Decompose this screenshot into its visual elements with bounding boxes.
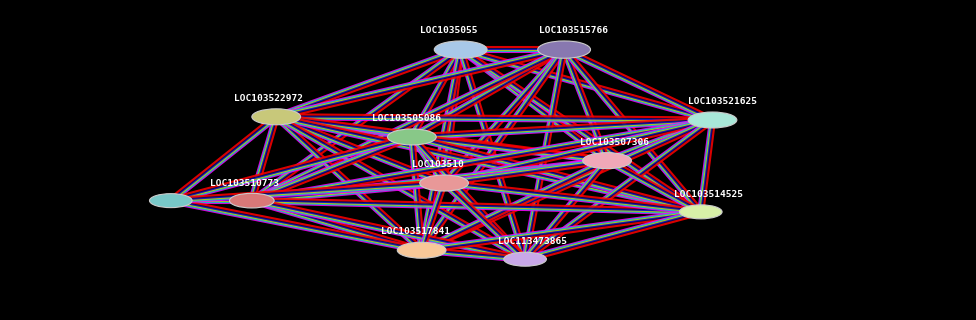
Circle shape — [504, 252, 547, 266]
Text: LOC103510: LOC103510 — [412, 160, 465, 169]
Circle shape — [252, 109, 301, 125]
Text: LOC103507306: LOC103507306 — [581, 138, 649, 147]
Text: LOC1035055: LOC1035055 — [421, 26, 477, 35]
Circle shape — [538, 41, 590, 58]
Circle shape — [688, 112, 737, 128]
Text: LOC103515766: LOC103515766 — [540, 26, 608, 35]
Circle shape — [387, 129, 436, 145]
Circle shape — [434, 41, 487, 58]
Circle shape — [679, 205, 722, 219]
Circle shape — [229, 193, 274, 208]
Circle shape — [397, 242, 446, 258]
Text: LOC103505086: LOC103505086 — [372, 114, 440, 123]
Circle shape — [583, 153, 631, 169]
Text: LOC103510773: LOC103510773 — [210, 179, 278, 188]
Text: LOC103522972: LOC103522972 — [234, 94, 303, 103]
Text: LOC103517841: LOC103517841 — [382, 228, 450, 236]
Text: LOC103521625: LOC103521625 — [688, 97, 756, 106]
Circle shape — [420, 175, 468, 191]
Circle shape — [149, 194, 192, 208]
Text: LOC113473865: LOC113473865 — [499, 237, 567, 246]
Text: LOC103514525: LOC103514525 — [674, 190, 743, 199]
